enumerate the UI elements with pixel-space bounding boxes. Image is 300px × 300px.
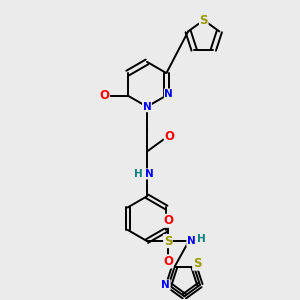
Text: H: H xyxy=(197,234,206,244)
Text: O: O xyxy=(99,89,109,102)
Text: N: N xyxy=(145,169,154,179)
Text: N: N xyxy=(164,89,173,99)
Text: H: H xyxy=(134,169,142,179)
Text: N: N xyxy=(187,236,196,246)
Text: N: N xyxy=(161,280,170,290)
Text: S: S xyxy=(200,14,208,27)
Text: S: S xyxy=(193,257,201,270)
Text: N: N xyxy=(142,102,152,112)
Text: O: O xyxy=(163,255,173,268)
Text: O: O xyxy=(163,214,173,227)
Text: S: S xyxy=(164,235,172,248)
Text: O: O xyxy=(164,130,174,143)
